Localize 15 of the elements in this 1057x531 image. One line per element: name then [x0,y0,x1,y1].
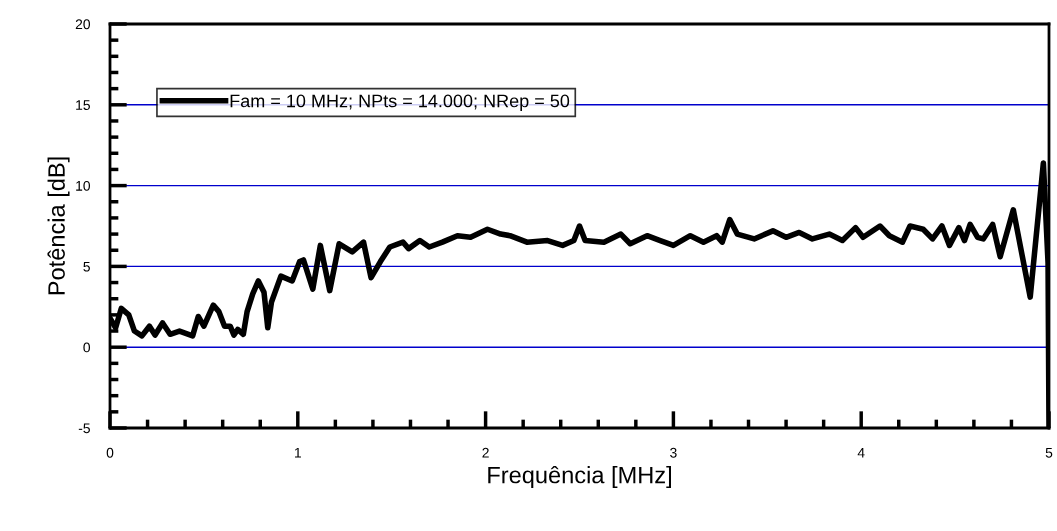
y-tick-label: 15 [76,100,90,110]
y-tick-label: 5 [83,261,90,272]
legend-label: Fam = 10 MHz; NPts = 14.000; NRep = 50 [230,94,570,111]
x-tick-label: 2 [482,447,489,458]
y-tick-label: 0 [83,342,91,353]
x-tick-label: 3 [670,447,677,458]
y-tick-label: 10 [76,180,91,191]
x-tick-label: 4 [857,447,865,458]
y-tick-label: -5 [78,423,90,434]
x-axis-title: Frequência [MHz] [488,465,671,489]
y-tick-label: 20 [75,19,91,30]
x-tick-label: 5 [1045,447,1053,458]
x-tick-label: 1 [295,447,301,458]
x-tick-label: 0 [106,447,114,458]
y-axis-title: Potência [dB] [47,157,70,295]
